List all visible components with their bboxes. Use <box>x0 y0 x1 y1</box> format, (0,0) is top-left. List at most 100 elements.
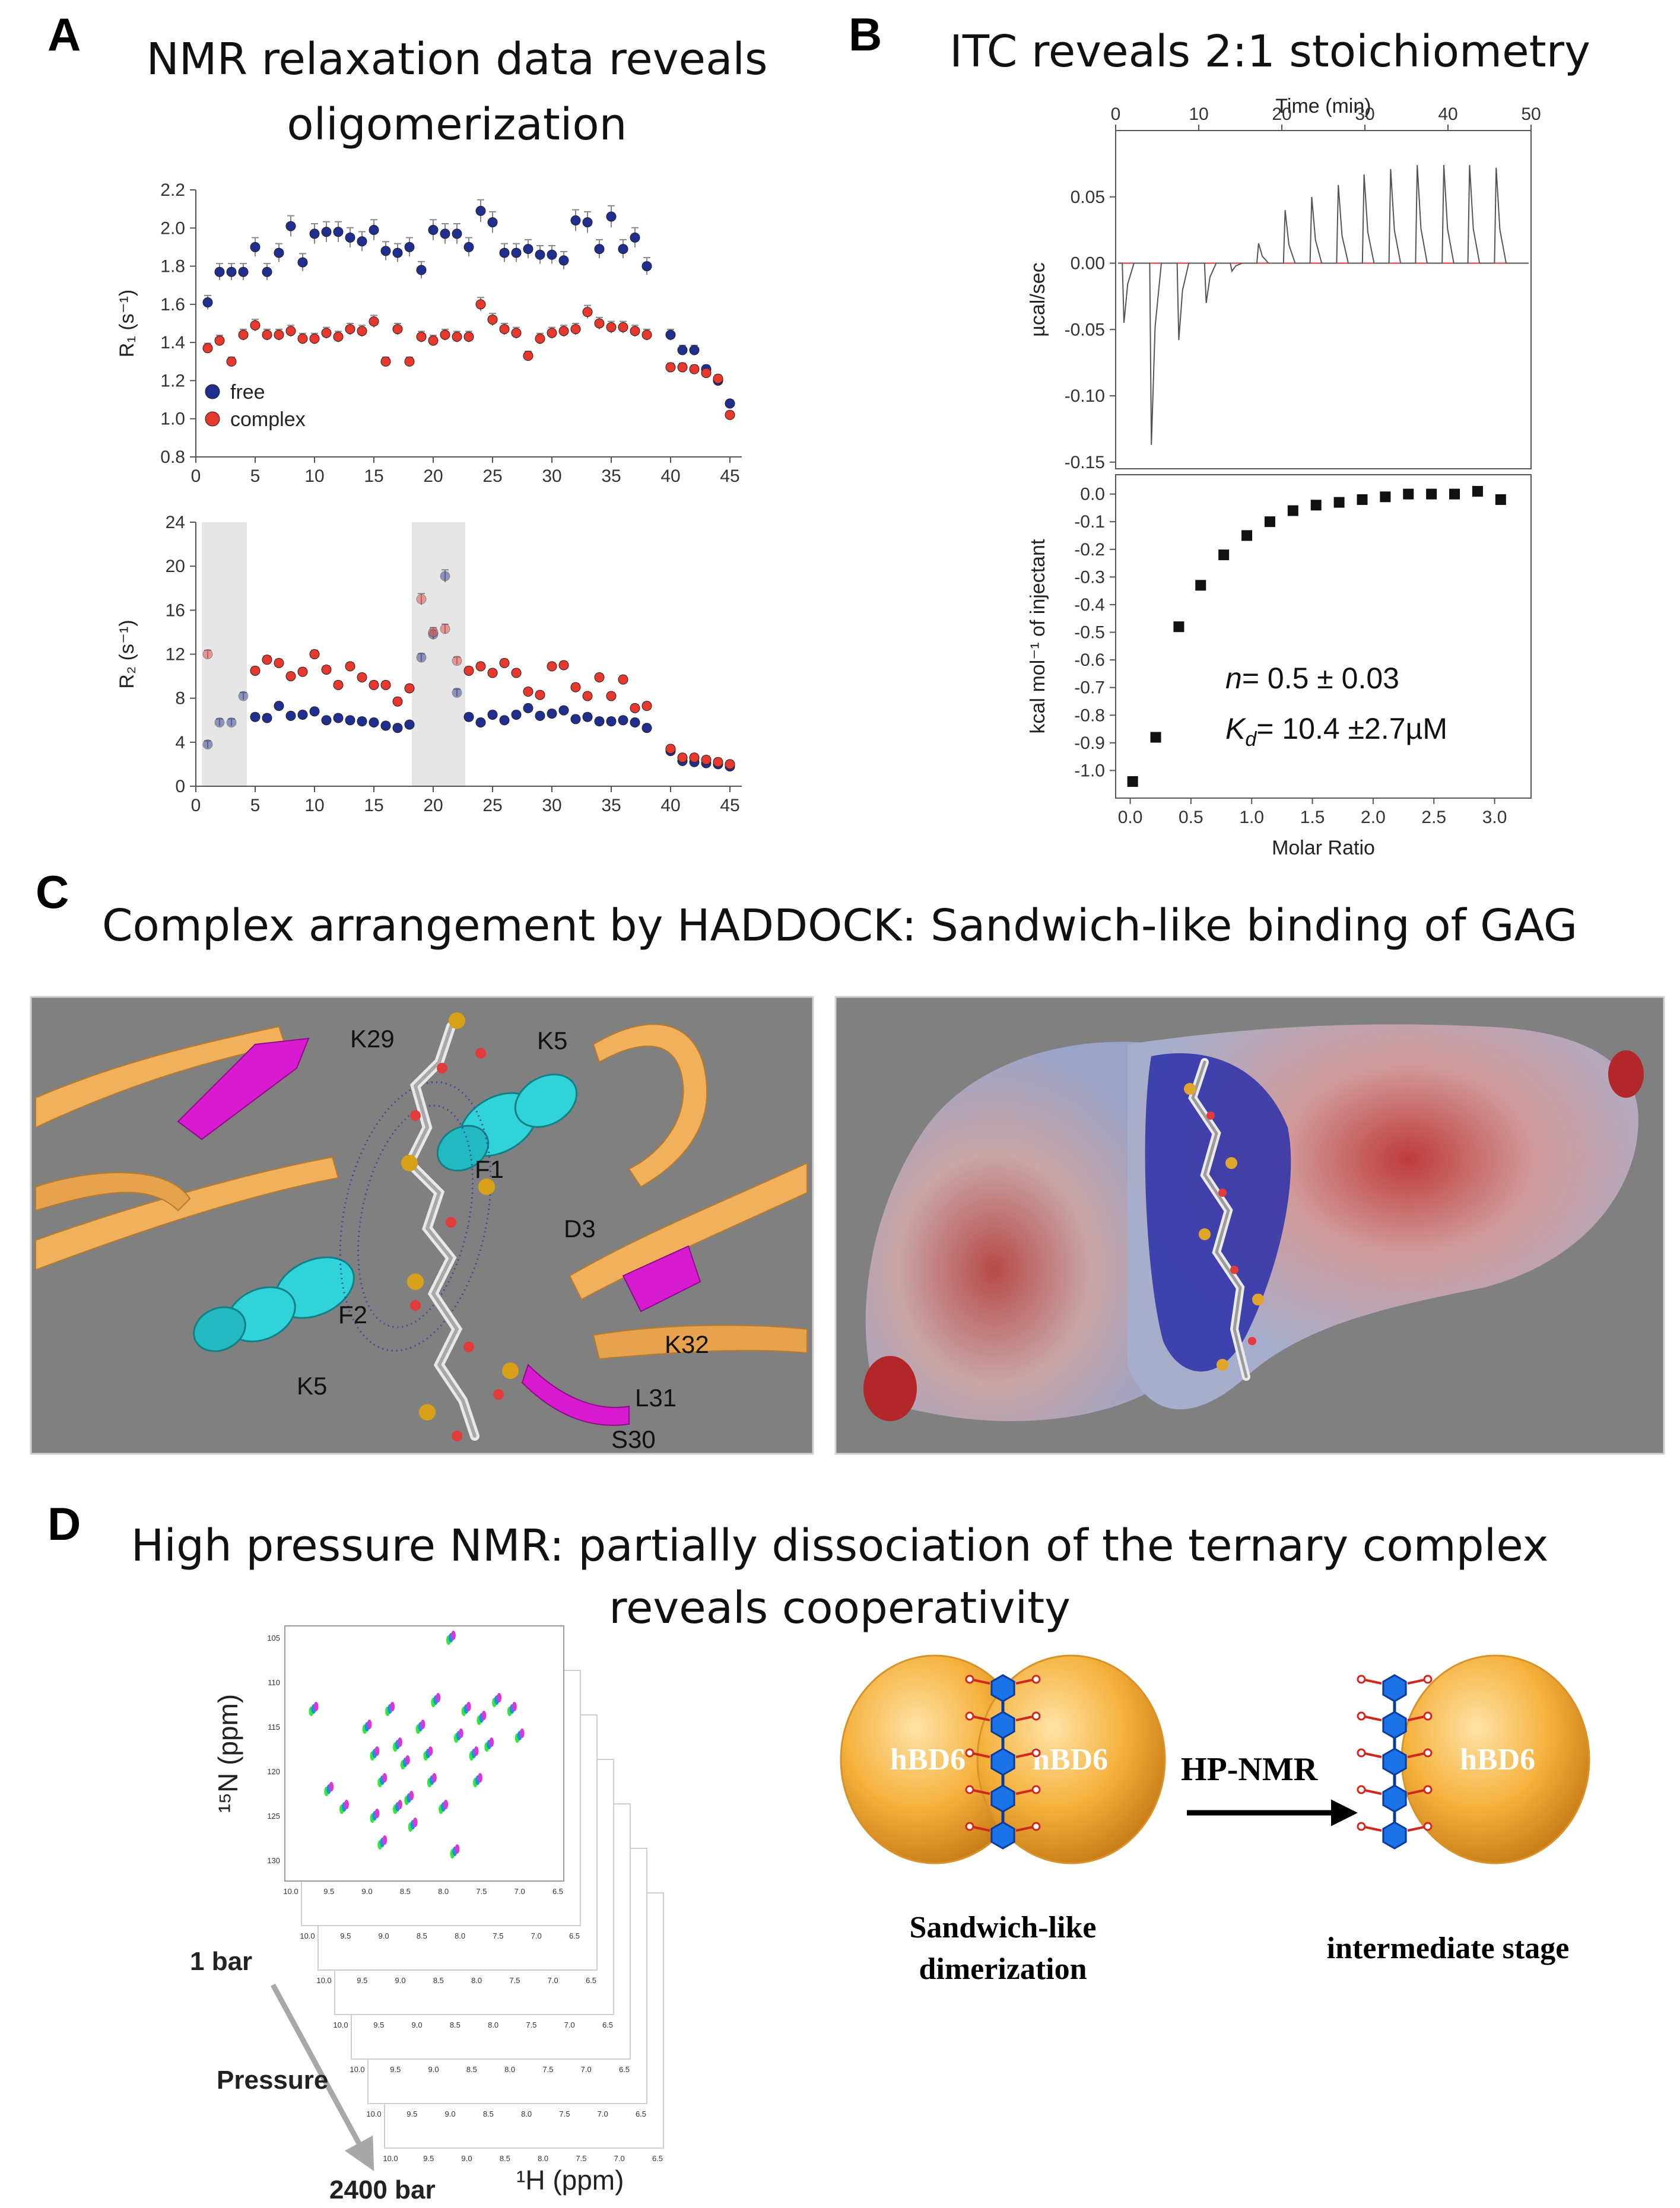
isotherm-point <box>1472 485 1483 497</box>
x-tick-label: 7.5 <box>509 1976 520 1985</box>
free-point <box>630 232 640 243</box>
free-point <box>238 266 249 277</box>
free-point <box>511 709 522 720</box>
y-tick-label: 24 <box>166 513 185 532</box>
panel-letter-b: B <box>849 8 882 61</box>
isotherm-point <box>1287 505 1298 516</box>
sulfate-group <box>1423 1785 1433 1794</box>
x-tick-label: 30 <box>542 466 561 486</box>
complex-point <box>297 666 308 677</box>
magenta-sheet <box>177 1037 310 1140</box>
y-tick-label: 105 <box>267 1634 280 1643</box>
isotherm-point <box>1150 732 1161 743</box>
free-point <box>250 711 261 722</box>
complex-point <box>475 299 486 310</box>
complex-point <box>606 691 617 701</box>
x-tick-label: 6.5 <box>636 2109 646 2118</box>
complex-point <box>392 324 403 335</box>
sulfate-bond <box>973 1789 990 1795</box>
peak-magenta <box>443 1800 449 1809</box>
x-tick-label: 7.0 <box>548 1976 558 1985</box>
contact-surface-mesh <box>357 1104 474 1329</box>
free-point <box>499 715 510 726</box>
free-point <box>380 720 391 731</box>
y-tick-label: -0.7 <box>1074 678 1105 698</box>
isotherm-point <box>1357 494 1368 505</box>
sulfate-bond <box>1364 1752 1382 1758</box>
peak-magenta <box>481 1711 487 1720</box>
sulfate-bond <box>1015 1826 1033 1832</box>
complex-point <box>392 696 403 707</box>
complex-point <box>701 755 712 765</box>
free-point <box>226 266 237 277</box>
plot-frame <box>1115 474 1532 799</box>
complex-point <box>713 757 723 767</box>
x-tick-label: 9.0 <box>395 1976 406 1985</box>
complex-point <box>274 657 284 668</box>
residue-label: K5 <box>537 1027 567 1054</box>
x-tick-label: 2.0 <box>1361 808 1386 827</box>
x-tick-label: 7.0 <box>515 1887 525 1896</box>
legend-marker <box>205 384 220 399</box>
x-tick-label: 35 <box>601 796 621 815</box>
x-tick-label: 25 <box>482 466 502 486</box>
complex-point <box>357 672 367 682</box>
x-tick-label: 8.5 <box>483 2109 494 2118</box>
residue-label: K32 <box>665 1330 709 1358</box>
complex-point <box>582 307 593 317</box>
complex-point <box>333 332 344 342</box>
sandwich-caption-line1: Sandwich-like <box>910 1911 1097 1945</box>
pressure-low-label: 1 bar <box>190 1947 252 1976</box>
peak-magenta <box>478 1773 482 1783</box>
pressure-label: Pressure <box>217 2066 328 2095</box>
sulfate-bond <box>1015 1715 1033 1721</box>
y-tick-label: 0.05 <box>1071 188 1105 207</box>
y-tick-label: -0.1 <box>1074 512 1105 532</box>
free-point <box>594 244 605 255</box>
peak-magenta <box>398 1800 402 1809</box>
free-point <box>321 227 332 237</box>
complex-point <box>214 335 225 346</box>
x-axis-label: ¹H (ppm) <box>516 2165 624 2196</box>
complex-point <box>725 759 735 770</box>
sugar-hexagon <box>1382 1711 1407 1739</box>
sulfate-bond <box>973 1715 990 1721</box>
sulfate-bond <box>1407 1826 1425 1832</box>
free-point <box>262 266 272 277</box>
x-tick-label: 6.5 <box>586 1976 596 1985</box>
free-point <box>440 228 450 239</box>
x-tick-label: 9.0 <box>362 1887 373 1896</box>
peak-magenta <box>382 1773 388 1783</box>
pressure-arrow <box>271 1983 374 2171</box>
sulfate-bond <box>1407 1715 1425 1721</box>
complex-point <box>511 668 522 678</box>
free-point <box>297 709 308 720</box>
isotherm-point <box>1310 500 1322 511</box>
free-point <box>428 225 439 235</box>
complex-point <box>725 409 735 420</box>
x-tick-label: 10 <box>304 796 324 815</box>
free-point <box>416 265 427 275</box>
complex-point <box>321 664 332 675</box>
sulfate-bond <box>1364 1715 1382 1721</box>
x-tick-label: 50 <box>1521 104 1541 124</box>
sulfate-group <box>1031 1675 1041 1684</box>
x-tick-label: 7.0 <box>581 2065 592 2074</box>
free-point <box>309 228 320 239</box>
complex-point <box>202 343 213 354</box>
free-point <box>392 723 403 733</box>
hbd6-label: hBD6 <box>1033 1743 1108 1777</box>
y-tick-label: -0.6 <box>1074 650 1105 670</box>
complex-point <box>297 333 308 344</box>
peak-magenta <box>455 1844 460 1854</box>
complex-point <box>274 329 284 340</box>
sulfate-bond <box>1407 1752 1425 1758</box>
free-point <box>558 705 569 716</box>
panel-letter-a: A <box>47 8 81 61</box>
sulfate-bond <box>1364 1679 1382 1685</box>
peak-magenta <box>313 1702 319 1711</box>
x-tick-label: 30 <box>1355 104 1374 124</box>
complex-point <box>463 332 474 342</box>
free-point <box>452 687 462 698</box>
panel-letter-c: C <box>36 866 69 918</box>
